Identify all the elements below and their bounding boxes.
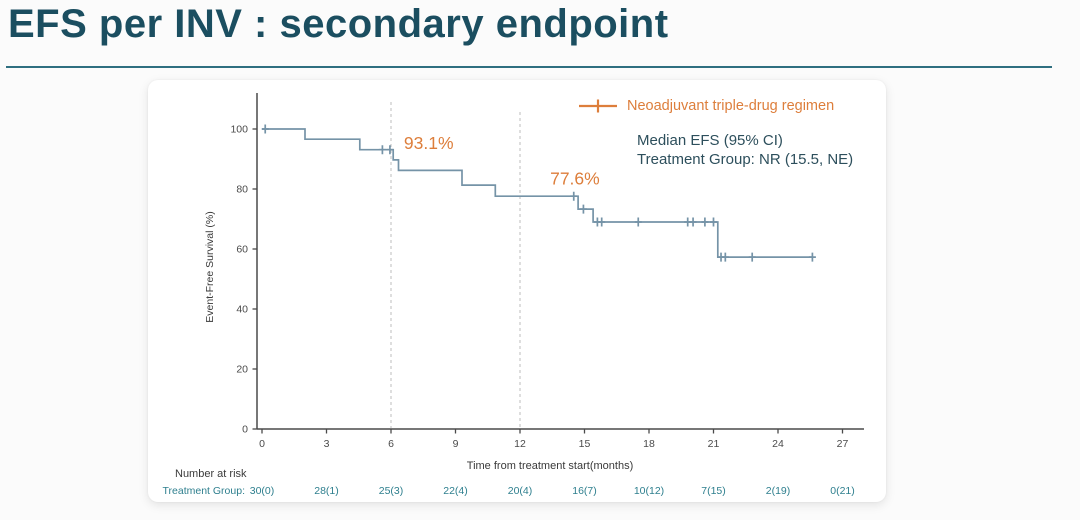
km-curve: [262, 128, 813, 258]
x-tick-label: 9: [453, 438, 459, 450]
x-tick-label: 24: [772, 438, 784, 450]
y-tick-labels: 0 20 40 60 80 100: [230, 124, 257, 436]
page-title: EFS per INV : secondary endpoint: [8, 2, 669, 46]
censor-mark: [701, 217, 709, 227]
censor-mark: [570, 191, 578, 201]
x-tick-label: 27: [837, 438, 849, 450]
censor-mark: [808, 252, 816, 262]
censor-marks: [261, 124, 816, 262]
median-efs-heading: Median EFS (95% CI): [637, 132, 783, 149]
y-tick-label: 60: [236, 244, 248, 256]
number-at-risk-row-label: Treatment Group:: [163, 485, 245, 497]
survival-annotation: 77.6%: [550, 169, 600, 189]
x-tick-labels: 0 3 6 9 12 15 18 21 24 27: [259, 429, 848, 450]
y-tick-label: 80: [236, 184, 248, 196]
number-at-risk-value: 0(21): [830, 485, 855, 497]
x-tick-label: 6: [388, 438, 394, 450]
x-tick-label: 12: [514, 438, 526, 450]
y-tick-label: 40: [236, 304, 248, 316]
number-at-risk-heading: Number at risk: [175, 468, 247, 480]
reference-lines: [390, 102, 521, 428]
x-tick-label: 21: [708, 438, 720, 450]
km-plot: 0 20 40 60 80 100 0 3 6 9 12 15 18 21 24 27 Event-Free S…: [163, 93, 864, 497]
number-at-risk-value: 28(1): [314, 485, 339, 497]
censor-mark: [598, 217, 606, 227]
number-at-risk-value: 16(7): [572, 485, 597, 497]
censor-mark: [689, 217, 697, 227]
x-tick-label: 15: [579, 438, 591, 450]
number-at-risk-value: 25(3): [379, 485, 404, 497]
y-tick-label: 100: [230, 124, 248, 136]
survival-annotation: 93.1%: [404, 133, 454, 153]
x-tick-label: 18: [643, 438, 655, 450]
censor-mark: [710, 217, 717, 227]
censor-mark: [378, 145, 386, 155]
x-tick-label: 0: [259, 438, 265, 450]
censor-mark: [579, 204, 587, 214]
legend-label: Neoadjuvant triple-drug regimen: [627, 98, 835, 114]
number-at-risk-value: 7(15): [701, 485, 726, 497]
number-at-risk-value: 10(12): [634, 485, 664, 497]
number-at-risk-value: 22(4): [443, 485, 468, 497]
number-at-risk: Number at risk Treatment Group: 30(0) 28(1)…: [163, 468, 855, 497]
y-tick-label: 20: [236, 364, 248, 376]
median-efs-value: Treatment Group: NR (15.5, NE): [637, 151, 854, 168]
title-divider: [6, 66, 1052, 68]
legend-censor-line-icon: [579, 99, 617, 113]
y-axis-title: Event-Free Survival (%): [204, 211, 216, 322]
number-at-risk-value: 30(0): [250, 485, 275, 497]
censor-mark: [261, 124, 269, 134]
censor-mark: [386, 145, 394, 155]
number-at-risk-value: 2(19): [766, 485, 791, 497]
x-tick-label: 3: [324, 438, 330, 450]
censor-mark: [634, 217, 642, 227]
censor-mark: [748, 252, 756, 262]
censor-mark: [721, 252, 729, 262]
y-tick-label: 0: [242, 424, 248, 436]
chart-card: 0 20 40 60 80 100 0 3 6 9 12 15 18 21 24 27 Event-Free S…: [148, 80, 886, 502]
x-axis-title: Time from treatment start(months): [467, 460, 633, 472]
median-efs-note: Median EFS (95% CI) Treatment Group: NR …: [637, 131, 853, 169]
annotations: 93.1% 77.6%: [404, 133, 600, 188]
axes: [256, 93, 864, 430]
chart-legend: Neoadjuvant triple-drug regimen: [578, 98, 834, 114]
number-at-risk-value: 20(4): [508, 485, 533, 497]
